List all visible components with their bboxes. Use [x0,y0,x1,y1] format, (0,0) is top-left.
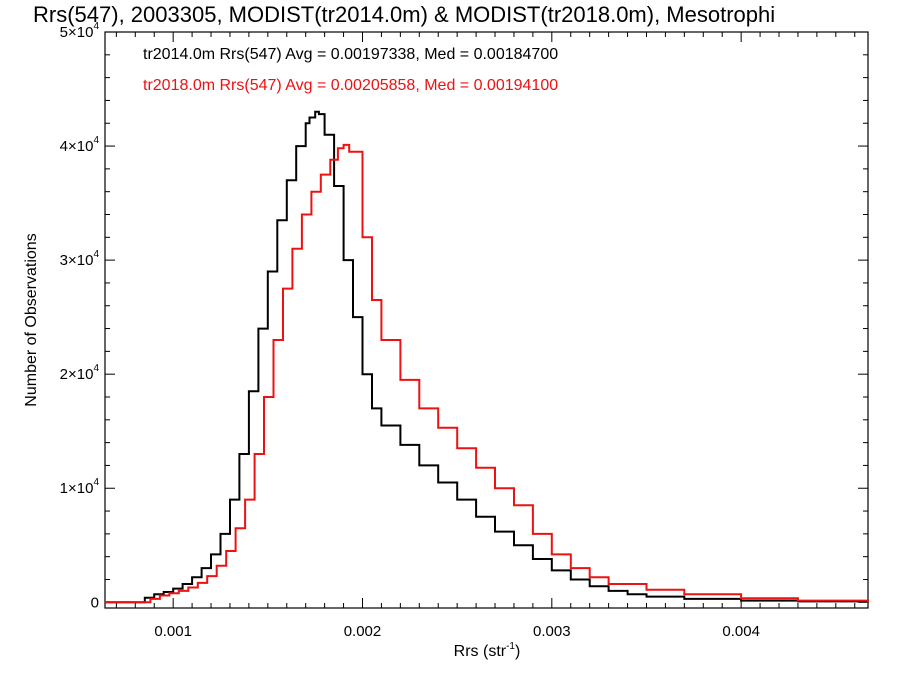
x-tick-label: 0.003 [533,623,571,640]
stats-annotation: tr2018.0m Rrs(547) Avg = 0.00205858, Med… [143,77,558,94]
stats-annotation: tr2014.0m Rrs(547) Avg = 0.00197338, Med… [143,46,558,63]
series-line-0 [105,110,869,604]
chart-title: Rrs(547), 2003305, MODIST(tr2014.0m) & M… [33,2,775,27]
y-tick-label: 1×104 [60,477,100,497]
x-axis-label-sup: -1 [506,641,515,652]
series-layer [105,110,869,604]
y-tick-label: 2×104 [60,363,100,383]
y-axis-label: Number of Observations [23,233,40,406]
x-tick-labels: 0.001 0.002 0.003 0.004 [154,623,760,640]
x-axis-label-tail: ) [515,643,520,660]
x-tick-label: 0.004 [722,623,760,640]
y-tick-labels: 0 1×104 2×104 3×104 4×104 5×104 [60,21,100,611]
series-line-1 [105,143,869,604]
y-tick-label: 3×104 [60,249,100,269]
plot-frame [104,31,869,609]
annotations: tr2014.0m Rrs(547) Avg = 0.00197338, Med… [143,46,558,94]
x-tick-label: 0.001 [154,623,192,640]
y-tick-label: 0 [91,594,99,611]
y-tick-label: 5×104 [60,21,100,41]
x-tick-label: 0.002 [344,623,382,640]
axis-ticks [105,31,868,608]
x-axis-label: Rrs (str-1) [454,641,521,660]
x-axis-label-main: Rrs (str [454,643,507,660]
y-tick-label: 4×104 [60,135,100,155]
